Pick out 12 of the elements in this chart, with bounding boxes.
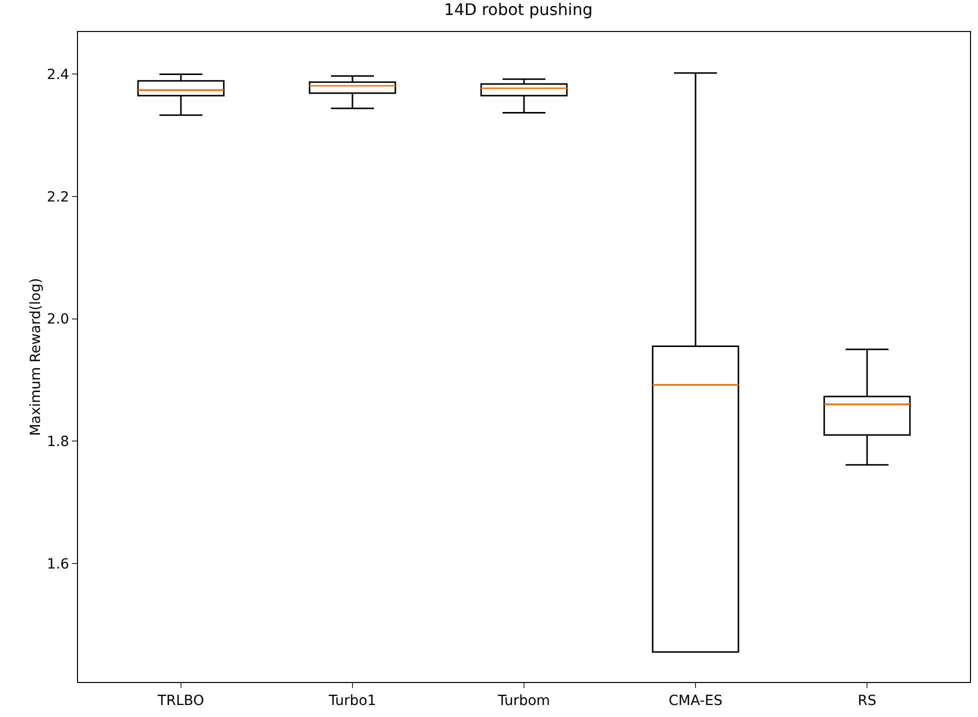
x-tick-label: RS: [858, 692, 876, 709]
y-tick-label: 1.6: [46, 556, 70, 572]
x-tick-label: Turbo1: [328, 692, 376, 709]
y-axis-title: Maximum Reward(log): [28, 278, 44, 436]
y-tick-label: 2.2: [46, 189, 70, 206]
y-tick-label: 1.8: [46, 434, 70, 450]
x-tick-label: TRLBO: [156, 692, 204, 709]
y-tick-label: 2.0: [46, 312, 70, 328]
y-tick-label: 2.4: [46, 67, 70, 84]
x-tick-label: CMA-ES: [668, 692, 723, 709]
chart-title: 14D robot pushing: [444, 0, 593, 19]
x-tick-label: Turbom: [496, 692, 550, 709]
